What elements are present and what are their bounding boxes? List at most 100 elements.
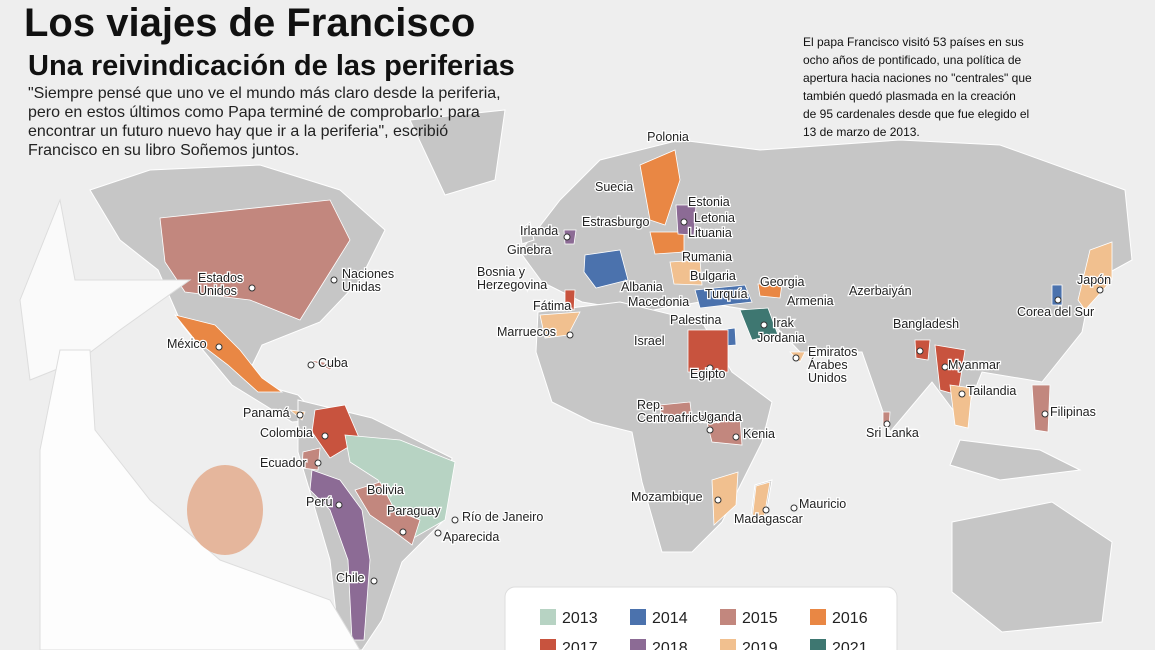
- place-label-line: Bosnia y: [477, 265, 526, 279]
- country: [739, 307, 779, 341]
- place-label: Albania: [621, 280, 663, 294]
- legend-swatch: [540, 639, 556, 650]
- place-label: Ginebra: [507, 243, 552, 257]
- country: [564, 289, 576, 311]
- place-label: Suecia: [595, 180, 633, 194]
- legend-label: 2015: [742, 610, 778, 627]
- place-label-line: Unidos: [808, 371, 847, 385]
- place-label: Emiratos Árabes Unidos: [808, 345, 857, 385]
- photos: [19, 198, 361, 650]
- place-dot: [330, 276, 338, 284]
- place-label: Estados Unidos: [198, 271, 243, 298]
- place-label-line: Herzegovina: [477, 278, 547, 292]
- country: [639, 149, 681, 226]
- note-line: 13 de marzo de 2013.: [803, 125, 920, 139]
- place-dot: [714, 496, 722, 504]
- legend: 2013 2014 2015 2016 2017 2018 2019 2021: [504, 586, 898, 650]
- place-dot: [732, 433, 740, 441]
- pope-face: [187, 465, 263, 555]
- legend-label: 2016: [832, 610, 868, 627]
- country: [949, 384, 973, 429]
- place-label: Rumania: [682, 250, 732, 264]
- note-line: también quedó plasmada en la creación: [803, 89, 1016, 103]
- legend-label: 2014: [652, 610, 688, 627]
- place-label: Lituania: [688, 226, 732, 240]
- place-label: Paraguay: [387, 504, 441, 518]
- note-line: de 95 cardenales desde que fue elegido e…: [803, 107, 1029, 121]
- place-dot: [680, 218, 688, 226]
- note-line: El papa Francisco visitó 53 países en su…: [803, 35, 1024, 49]
- place-dot: [762, 506, 770, 514]
- country: [687, 329, 729, 373]
- place-dot: [563, 233, 571, 241]
- place-dot: [760, 321, 768, 329]
- quote-line: "Siempre pensé que uno ve el mundo más c…: [28, 85, 501, 102]
- country: [173, 314, 284, 393]
- place-label: Colombia: [260, 426, 313, 440]
- place-label: Armenia: [787, 294, 834, 308]
- place-label: Estonia: [688, 195, 730, 209]
- country: [309, 359, 336, 371]
- subtitle: Una reivindicación de las periferias: [28, 50, 515, 82]
- legend-swatch: [630, 609, 646, 625]
- country: [1077, 241, 1113, 311]
- place-dot: [958, 390, 966, 398]
- country: [583, 249, 629, 289]
- eurasia: [519, 139, 1133, 433]
- place-label-line: Emiratos: [808, 345, 857, 359]
- quote-line: pero en estos últimos como Papa terminé …: [28, 104, 480, 121]
- place-label: Fátima: [533, 299, 571, 313]
- place-label: Polonia: [647, 130, 689, 144]
- place-dot: [566, 331, 574, 339]
- place-label: Marruecos: [497, 325, 556, 339]
- country: [659, 401, 693, 421]
- place-dot: [706, 426, 714, 434]
- note: El papa Francisco visitó 53 países en su…: [803, 35, 1032, 139]
- place-label: Río de Janeiro: [462, 510, 543, 524]
- place-dot: [307, 361, 315, 369]
- place-label: Corea del Sur: [1017, 305, 1094, 319]
- country: [694, 284, 753, 309]
- place-dot: [451, 516, 459, 524]
- place-label: Tailandia: [967, 384, 1016, 398]
- place-label: Mozambique: [631, 490, 703, 504]
- place-label: Rep. Centroafricana: [637, 398, 719, 425]
- legend-swatch: [540, 609, 556, 625]
- place-label: Aparecida: [443, 530, 499, 544]
- place-dot: [1041, 410, 1049, 418]
- place-dot: [314, 459, 322, 467]
- quote-line: Francisco en su libro Soñemos juntos.: [28, 142, 299, 159]
- country: [649, 231, 685, 255]
- legend-swatch: [720, 639, 736, 650]
- place-dot: [706, 364, 714, 372]
- place-label: Madagascar: [734, 512, 803, 526]
- legend-label: 2019: [742, 640, 778, 650]
- place-label: México: [167, 337, 207, 351]
- place-label: Cuba: [318, 356, 348, 370]
- place-dot: [941, 363, 949, 371]
- place-label: Egipto: [690, 367, 725, 381]
- place-label: Ecuador: [260, 456, 307, 470]
- place-dot: [321, 432, 329, 440]
- pope-figure: [39, 349, 361, 650]
- quote-line: encontrar un futuro nuevo hay que ir a l…: [28, 123, 448, 140]
- place-label: Palestina: [670, 313, 721, 327]
- country: [309, 469, 371, 641]
- ireland: [519, 221, 535, 245]
- place-label: Panamá: [243, 406, 290, 420]
- quote: "Siempre pensé que uno ve el mundo más c…: [28, 85, 501, 159]
- greenland: [409, 109, 506, 196]
- place-dot: [335, 501, 343, 509]
- country: [669, 259, 703, 286]
- australia: [951, 501, 1113, 633]
- place-label: Bangladesh: [893, 317, 959, 331]
- legend-label: 2013: [562, 610, 598, 627]
- place-label: Sri Lanka: [866, 426, 919, 440]
- legend-label: 2017: [562, 640, 598, 650]
- country: [1031, 384, 1051, 433]
- note-line: apertura hacia naciones no "centrales" q…: [803, 71, 1032, 85]
- place-dot: [1054, 296, 1062, 304]
- country: [159, 199, 351, 321]
